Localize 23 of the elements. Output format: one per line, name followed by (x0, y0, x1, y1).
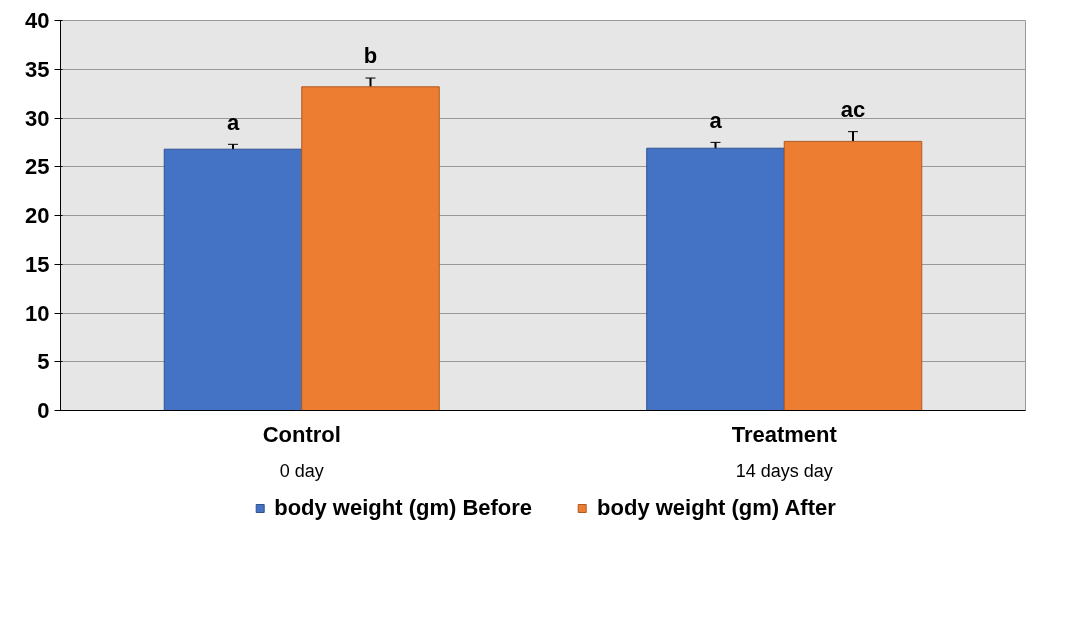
y-tick-label: 5 (37, 349, 50, 375)
y-tick-label: 15 (25, 251, 50, 277)
data-label: a (709, 107, 723, 133)
bar (646, 147, 785, 411)
y-tick-label: 30 (25, 105, 50, 131)
bar (163, 148, 303, 411)
text: 14 days day (735, 460, 833, 481)
legend-label: body weight (gm) Before (274, 495, 533, 521)
y-tick-label: 35 (25, 56, 50, 82)
y-tick-label: 0 (37, 398, 50, 423)
y-tick-label: 40 (25, 8, 50, 33)
data-label: b (363, 43, 378, 69)
bar (783, 140, 923, 411)
y-tick-label: 20 (25, 203, 50, 228)
y-tick-label: 10 (25, 300, 50, 326)
bar (301, 86, 440, 411)
x-tick-label: Control (262, 421, 341, 447)
data-label: ac (840, 96, 866, 122)
text: 0 day (279, 460, 324, 481)
x-tick-label: Treatment (731, 421, 838, 447)
legend-label: body weight (gm) After (597, 495, 836, 521)
y-tick-label: 25 (25, 154, 50, 180)
data-label: a (226, 109, 240, 135)
